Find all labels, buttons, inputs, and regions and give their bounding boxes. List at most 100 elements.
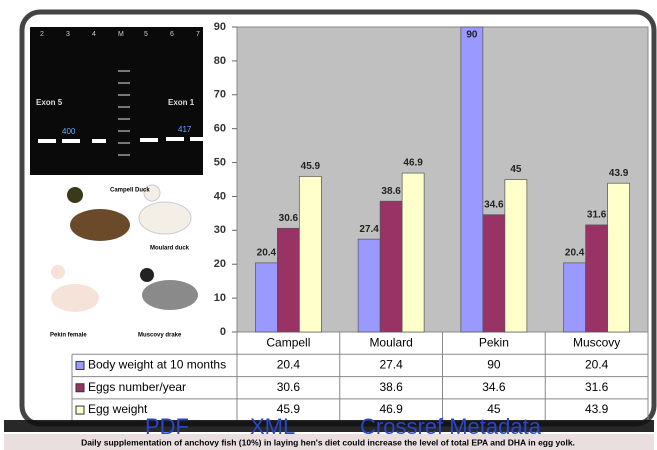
gel-band <box>140 138 158 142</box>
table-cell: 38.6 <box>379 380 403 394</box>
lane-label: 5 <box>144 31 148 38</box>
table-cell: 43.9 <box>585 402 609 416</box>
data-label: 43.9 <box>609 168 629 179</box>
x-tick-label: Muscovy <box>573 335 620 349</box>
gel-band <box>190 137 203 141</box>
ladder-band <box>118 106 130 108</box>
chart: 0 10 20 30 40 50 60 70 80 90 Campell Moulard Pekin Mu… <box>71 21 649 422</box>
band-size: 417 <box>178 125 192 134</box>
duck-label: Pekin female <box>50 333 87 339</box>
gel-band <box>92 139 106 143</box>
duck <box>51 265 65 279</box>
x-tick-label: Pekin <box>479 335 509 349</box>
data-label: 20.4 <box>565 248 585 259</box>
bar <box>607 182 630 333</box>
gel-image <box>30 27 203 175</box>
bar <box>357 238 381 333</box>
gel-bands <box>38 137 203 143</box>
table-cell: 30.6 <box>277 380 301 394</box>
bar <box>504 179 528 333</box>
duck-label: Moulard duck <box>150 246 190 252</box>
duck-label: Muscovy drake <box>138 333 182 339</box>
duck <box>67 187 83 203</box>
y-tick-label: 0 <box>220 326 226 338</box>
gel-band <box>62 139 80 143</box>
data-label: 45.9 <box>301 161 321 172</box>
data-label: 20.4 <box>257 248 277 259</box>
bar <box>585 224 608 333</box>
x-tick-label: Moulard <box>369 335 412 349</box>
band-size: 400 <box>62 127 76 136</box>
ladder-band <box>118 82 130 84</box>
lane-label: 4 <box>92 31 96 38</box>
ladder-band <box>118 70 130 72</box>
bar <box>299 176 322 333</box>
exon-label: Exon 1 <box>168 98 195 107</box>
ladder-band <box>118 118 130 120</box>
x-tick-label: Campell <box>266 335 310 349</box>
duck <box>70 209 130 241</box>
duck <box>142 280 198 310</box>
y-tick-label: 50 <box>214 156 226 168</box>
lane-label: 6 <box>170 31 174 38</box>
y-tick-label: 20 <box>214 258 226 270</box>
data-label: 27.4 <box>359 224 379 235</box>
duck <box>143 184 161 202</box>
legend-swatch <box>75 405 85 415</box>
y-tick-label: 80 <box>214 55 226 67</box>
lane-label: 3 <box>66 31 70 38</box>
data-label: 90 <box>466 30 478 41</box>
lane-label: 7 <box>196 31 200 38</box>
y-tick-label: 30 <box>214 224 226 236</box>
bar <box>277 227 300 333</box>
data-label: 34.6 <box>484 199 504 210</box>
bar <box>255 262 278 333</box>
legend-label: Body weight at 10 months <box>88 358 226 372</box>
duck <box>140 268 154 282</box>
table-cell: 20.4 <box>585 358 609 372</box>
bar <box>460 26 484 333</box>
lane-labels: 2 3 4 M 5 6 7 <box>40 31 200 38</box>
ladder-band <box>118 154 130 156</box>
data-label: 31.6 <box>587 210 607 221</box>
ladder-band <box>118 94 130 96</box>
ladder <box>118 70 130 156</box>
watermark-band <box>4 420 654 432</box>
data-label: 30.6 <box>279 213 299 224</box>
bar <box>563 262 586 333</box>
y-tick-label: 70 <box>214 89 226 101</box>
caption: Daily supplementation of anchovy fish (1… <box>81 437 575 447</box>
bar <box>401 172 425 333</box>
gel-band <box>166 137 184 141</box>
legend-swatch <box>75 383 85 393</box>
y-tick-label: 60 <box>214 123 226 135</box>
table-cell: 34.6 <box>482 380 506 394</box>
legend-swatch <box>75 360 85 370</box>
bar <box>379 200 403 333</box>
legend-label: Eggs number/year <box>88 380 186 394</box>
table-cell: 45 <box>487 402 501 416</box>
y-tick-label: 90 <box>214 21 226 33</box>
bar <box>482 214 506 333</box>
lane-label: 2 <box>40 31 44 38</box>
table-cell: 31.6 <box>585 380 609 394</box>
gel-band <box>38 139 56 143</box>
caption-bar <box>4 434 654 450</box>
ladder-band <box>118 130 130 132</box>
table-cell: 90 <box>487 358 501 372</box>
legend-label: Egg weight <box>88 402 148 416</box>
lane-label: M <box>118 31 124 38</box>
exon-label: Exon 5 <box>36 98 63 107</box>
y-tick-label: 40 <box>214 190 226 202</box>
table-cell: 46.9 <box>379 402 403 416</box>
duck <box>51 284 99 312</box>
data-label: 38.6 <box>381 186 401 197</box>
data-label: 46.9 <box>403 158 423 169</box>
table-cell: 27.4 <box>379 358 403 372</box>
table-cell: 45.9 <box>277 402 301 416</box>
data-label: 45 <box>510 164 522 175</box>
duck-label: Campell Duck <box>110 188 150 194</box>
table-cell: 20.4 <box>277 358 301 372</box>
